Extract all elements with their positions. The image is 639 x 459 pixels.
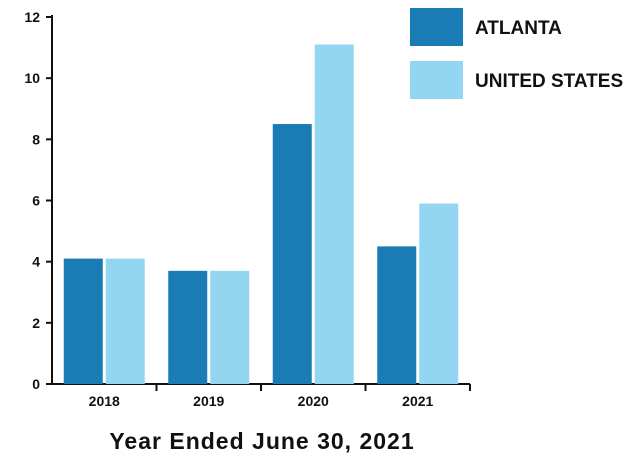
legend-label-united-states: UNITED STATES <box>475 71 623 92</box>
x-tick-label: 2018 <box>89 393 120 409</box>
legend: ATLANTA UNITED STATES <box>410 8 623 99</box>
y-tick-label: 0 <box>32 376 40 392</box>
y-tick-label: 2 <box>32 315 40 331</box>
legend-swatch-united-states <box>410 61 463 99</box>
bar-atlanta-2020 <box>272 124 312 385</box>
y-tick-label: 12 <box>24 9 40 25</box>
bar-united-states-2020 <box>314 44 354 385</box>
bar-united-states-2021 <box>419 203 459 384</box>
bar-united-states-2019 <box>210 270 250 384</box>
y-tick-label: 6 <box>32 193 40 209</box>
bar-atlanta-2019 <box>168 270 208 384</box>
x-tick-label: 2020 <box>298 393 329 409</box>
x-tick-label: 2019 <box>193 393 224 409</box>
bar-atlanta-2018 <box>63 258 103 384</box>
bars <box>63 44 459 385</box>
y-tick-label: 8 <box>32 131 40 147</box>
x-tick-label: 2021 <box>402 393 433 409</box>
legend-label-atlanta: ATLANTA <box>475 18 562 39</box>
bar-atlanta-2021 <box>377 246 417 384</box>
y-tick-label: 10 <box>24 70 40 86</box>
y-tick-label: 4 <box>32 254 40 270</box>
x-axis-title: Year Ended June 30, 2021 <box>109 428 414 454</box>
legend-swatch-atlanta <box>410 8 463 46</box>
bar-united-states-2018 <box>105 258 145 384</box>
